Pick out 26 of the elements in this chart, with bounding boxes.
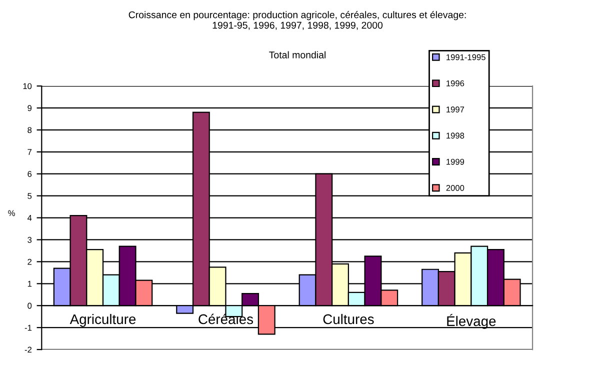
chart-title: Croissance en pourcentage: production agricole, céréales, cultures et élevage: 1991-95, 1996, 1997, 1998, 1999, 2000 xyxy=(128,10,466,30)
y-tick-label: 0 xyxy=(28,302,32,309)
y-tick-label: 9 xyxy=(28,105,32,112)
y-tick-label: -1 xyxy=(24,324,32,331)
y-axis-title: % xyxy=(8,210,15,216)
legend-label: 1991-1995 xyxy=(446,54,486,60)
legend-label: 1999 xyxy=(446,158,464,165)
x-tick-label: Céréales xyxy=(198,314,254,324)
y-tick-label: -2 xyxy=(24,346,32,353)
x-tick-label: Cultures xyxy=(323,314,374,324)
legend-label: 1998 xyxy=(446,132,464,139)
y-tick-label: 1 xyxy=(28,280,32,287)
x-tick-label: Élevage xyxy=(447,314,496,329)
y-tick-label: 7 xyxy=(28,149,32,155)
y-tick-label: 5 xyxy=(28,193,32,199)
y-tick-label: 6 xyxy=(28,171,32,177)
y-tick-label: 2 xyxy=(28,258,32,265)
y-tick-label: 4 xyxy=(27,215,32,221)
legend-label: 1996 xyxy=(446,80,464,86)
y-tick-label: 8 xyxy=(28,127,32,134)
legend-label: 2000 xyxy=(446,184,464,191)
legend-label: 1997 xyxy=(446,106,464,112)
y-tick-label: 10 xyxy=(23,83,32,90)
chart-subtitle: Total mondial xyxy=(269,51,326,58)
y-tick-label: 3 xyxy=(28,236,32,243)
x-tick-label: Agriculture xyxy=(70,314,136,327)
